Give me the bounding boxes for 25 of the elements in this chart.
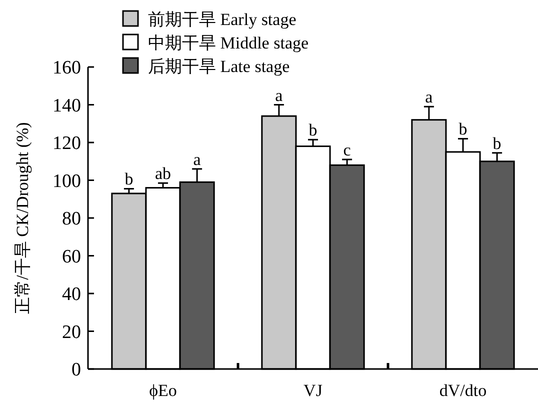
data-label: ab [154, 164, 172, 184]
data-label: a [425, 88, 434, 107]
data-label: a [193, 150, 202, 169]
legend-label: 前期干旱 Early stage [148, 10, 296, 29]
legend-label: 中期干旱 Middle stage [148, 34, 309, 52]
y-axis-title: 正常/干旱 CK/Drought (%) [13, 122, 32, 314]
y-tick-label: 0 [72, 360, 81, 380]
data-label: b [124, 170, 134, 189]
x-tick-label: ϕEo [149, 381, 177, 400]
data-label: b [492, 134, 502, 153]
x-tick-label: dV/dto [439, 381, 487, 400]
y-tick-label: 140 [52, 95, 81, 116]
y-tick-label: 100 [52, 170, 81, 192]
y-tick-label: 160 [52, 58, 81, 78]
y-tick-label: 40 [62, 284, 81, 305]
y-tick-label: 20 [62, 322, 81, 343]
x-tick-label: VJ [304, 381, 323, 400]
y-tick-label: 120 [52, 133, 81, 154]
data-label: b [458, 120, 468, 139]
legend-label: 后期干旱 Late stage [148, 57, 290, 76]
data-label: c [343, 140, 352, 160]
data-label: b [308, 120, 318, 140]
y-tick-label: 60 [62, 246, 81, 268]
data-label: a [275, 86, 284, 105]
y-tick-label: 80 [62, 208, 81, 230]
